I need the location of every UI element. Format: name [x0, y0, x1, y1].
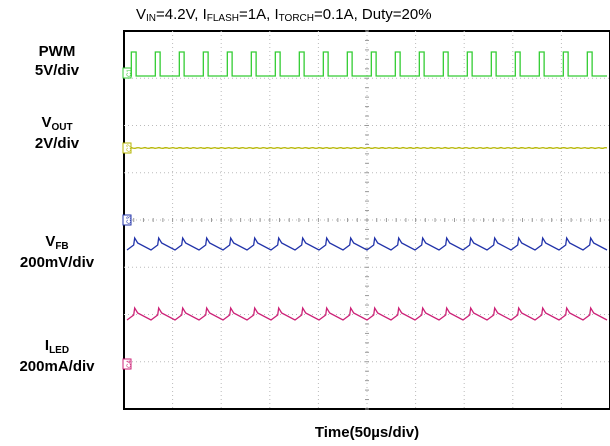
- trace-c1: [127, 51, 607, 77]
- channel-label-pwm: PWM 5V/div: [34, 43, 80, 79]
- channel-marker-c3: C3: [122, 214, 133, 226]
- traces: [126, 51, 608, 321]
- chart-title: VIN=4.2V, IFLASH=1A, ITORCH=0.1A, Duty=2…: [136, 6, 432, 24]
- channel-marker-label: C2: [127, 144, 133, 152]
- trace-c2: [126, 146, 608, 150]
- x-axis-label: Time(50µs/div): [314, 424, 420, 441]
- channel-marker-label: C1: [127, 69, 133, 77]
- trace-c3: [126, 236, 608, 251]
- channel-marker-label: C3: [127, 216, 133, 224]
- channel-label-vout: VOUT 2V/div: [34, 114, 80, 152]
- channel-label-vfb: VFB 200mV/div: [19, 233, 95, 271]
- channel-marker-box: [122, 142, 132, 154]
- channel-markers: C1 C2 C3 C4: [122, 67, 133, 370]
- channel-label-iled: ILED 200mA/div: [19, 337, 95, 375]
- grid: [123, 30, 610, 410]
- channel-marker-box: [122, 358, 132, 370]
- trace-c4: [126, 306, 608, 321]
- channel-marker-c2: C2: [122, 142, 133, 154]
- channel-marker-c1: C1: [122, 67, 133, 79]
- channel-marker-c4: C4: [122, 358, 133, 370]
- channel-marker-box: [122, 214, 132, 226]
- channel-marker-label: C4: [127, 360, 133, 368]
- channel-marker-box: [122, 67, 132, 79]
